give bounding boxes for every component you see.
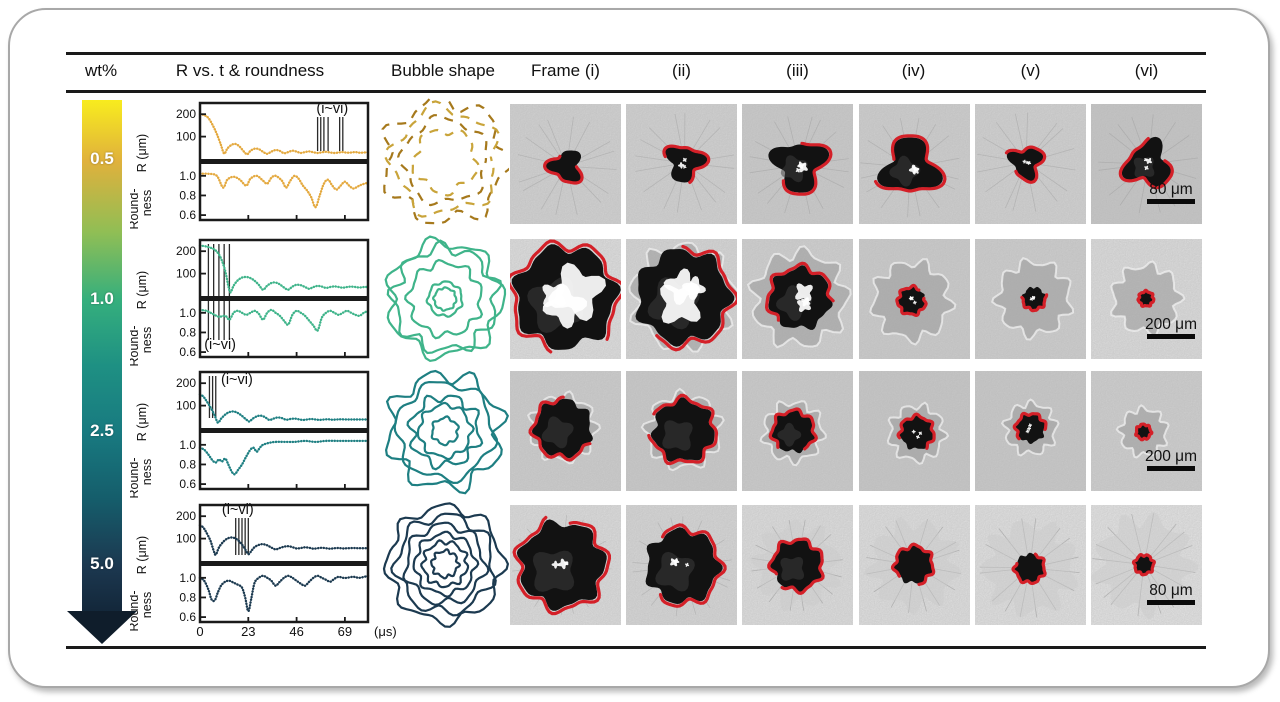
wt-label-2.5: 2.5 (90, 421, 114, 440)
frame-row4-col6: 80 μm (1091, 505, 1202, 625)
svg-text:0.8: 0.8 (179, 188, 196, 202)
col-header-frame-i: Frame (i) (531, 61, 600, 80)
frame-row4-col1 (510, 505, 621, 625)
plot-row-4: 200 100 1.0 0.8 0.6 R (μm) Round-ness (i~vi) 0 23… (130, 502, 396, 639)
bubble-shape-row-3 (384, 369, 509, 495)
svg-text:R (μm): R (μm) (135, 134, 149, 172)
wt-label-5.0: 5.0 (90, 554, 114, 573)
svg-text:0.6: 0.6 (179, 208, 196, 222)
plot-row-2: 200 100 1.0 0.8 0.6 R (μm) Round-ness (i~vi) (130, 238, 370, 367)
frame-row4-col4 (859, 505, 970, 625)
frame-row2-col3 (742, 239, 853, 359)
frame-row1-col5 (975, 104, 1086, 224)
svg-text:100: 100 (176, 532, 196, 546)
top-rule (66, 52, 1206, 55)
wt-colorbar-arrowhead-icon (67, 611, 137, 644)
svg-text:200: 200 (176, 509, 196, 523)
frame-row4-col5 (975, 505, 1086, 625)
svg-text:46: 46 (289, 624, 303, 639)
svg-text:Round-: Round- (130, 591, 141, 632)
wt-colorbar (82, 100, 122, 612)
svg-text:23: 23 (241, 624, 255, 639)
plot-row-3: 200 100 1.0 0.8 0.6 R (μm) Round-ness (i~vi) (130, 370, 370, 499)
frame-row4-col2 (626, 505, 737, 625)
svg-text:1.0: 1.0 (179, 169, 196, 183)
svg-text:ness: ness (140, 592, 154, 618)
svg-text:200: 200 (176, 244, 196, 258)
svg-text:ness: ness (140, 459, 154, 485)
svg-text:1.0: 1.0 (179, 306, 196, 320)
plot-row-1: 200 100 1.0 0.8 0.6 R (μm) Round-ness (i~vi) (130, 101, 370, 230)
col-header-plot: R vs. t & roundness (175, 61, 325, 80)
scale-bar-label: 200 μm (1145, 448, 1197, 465)
frame-row3-col6: 200 μm (1091, 371, 1202, 491)
svg-text:200: 200 (176, 107, 196, 121)
svg-text:ness: ness (140, 327, 154, 353)
frame-row3-col4 (859, 371, 970, 491)
frame-row2-col4 (859, 239, 970, 359)
svg-text:ness: ness (140, 190, 154, 216)
frame-row1-col1 (510, 104, 621, 224)
col-header-shape: Bubble shape (391, 61, 495, 80)
scale-bar-label: 80 μm (1149, 181, 1192, 198)
svg-text:69: 69 (338, 624, 352, 639)
svg-text:(μs): (μs) (374, 624, 396, 639)
frame-row3-col3 (742, 371, 853, 491)
frame-row1-col3 (742, 104, 853, 224)
header-underline-rule (66, 90, 1206, 93)
svg-text:(i~vi): (i~vi) (316, 101, 348, 117)
frame-row2-col5 (975, 239, 1086, 359)
svg-text:Round-: Round- (130, 326, 141, 367)
frame-row1-col2 (626, 104, 737, 224)
svg-text:0.8: 0.8 (179, 457, 196, 471)
frame-row1-col4 (859, 104, 970, 224)
svg-text:(i~vi): (i~vi) (204, 337, 236, 353)
scale-bar-label: 80 μm (1149, 582, 1192, 599)
scale-bar-label: 200 μm (1145, 316, 1197, 333)
svg-text:0.6: 0.6 (179, 610, 196, 624)
wt-label-1.0: 1.0 (90, 289, 114, 308)
frame-row4-col3 (742, 505, 853, 625)
svg-text:1.0: 1.0 (179, 438, 196, 452)
svg-text:200: 200 (176, 376, 196, 390)
bottom-rule (66, 646, 1206, 649)
bubble-shape-row-1 (381, 97, 509, 225)
bubble-shape-row-4 (382, 502, 509, 628)
frame-row3-col1 (510, 371, 621, 491)
svg-text:1.0: 1.0 (179, 571, 196, 585)
svg-text:100: 100 (176, 130, 196, 144)
col-header-frame-v: (v) (1020, 61, 1041, 80)
svg-text:0.6: 0.6 (179, 345, 196, 359)
svg-text:(i~vi): (i~vi) (222, 502, 254, 518)
col-header-frame-iv: (iv) (901, 61, 926, 80)
svg-text:Round-: Round- (130, 458, 141, 499)
svg-text:R (μm): R (μm) (135, 403, 149, 441)
svg-text:100: 100 (176, 267, 196, 281)
svg-text:0.6: 0.6 (179, 477, 196, 491)
wt-label-0.5: 0.5 (90, 149, 114, 168)
bubble-shape-row-2 (384, 235, 507, 363)
frame-row2-col2 (626, 239, 737, 359)
col-header-frame-iii: (iii) (786, 61, 809, 80)
col-header-frame-ii: (ii) (672, 61, 691, 80)
frame-row2-col1 (510, 239, 621, 359)
frame-row2-col6: 200 μm (1091, 239, 1202, 359)
svg-text:R (μm): R (μm) (135, 271, 149, 309)
svg-text:R (μm): R (μm) (135, 536, 149, 574)
svg-text:0: 0 (196, 624, 203, 639)
frame-row3-col2 (626, 371, 737, 491)
svg-text:100: 100 (176, 399, 196, 413)
col-header-frame-vi: (vi) (1134, 61, 1159, 80)
svg-text:Round-: Round- (130, 189, 141, 230)
frame-row3-col5 (975, 371, 1086, 491)
col-header-wt: wt% (84, 61, 118, 80)
svg-text:(i~vi): (i~vi) (221, 372, 253, 388)
svg-text:0.8: 0.8 (179, 590, 196, 604)
frame-row1-col6: 80 μm (1091, 104, 1202, 224)
svg-text:0.8: 0.8 (179, 325, 196, 339)
